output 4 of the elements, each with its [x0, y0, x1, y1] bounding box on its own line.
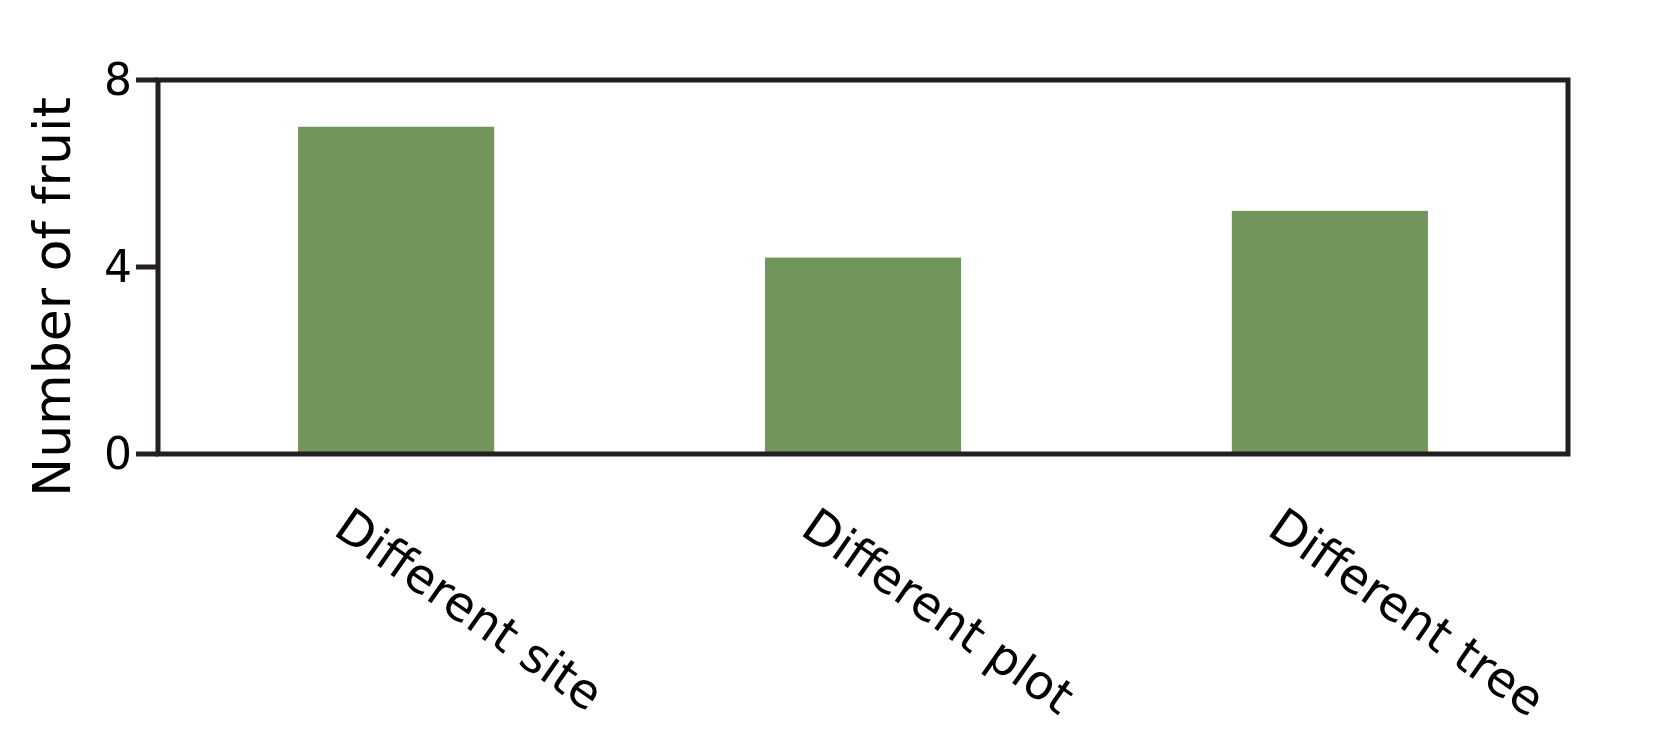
y-tick-label: 0 — [104, 428, 132, 480]
y-tick-label: 8 — [104, 54, 132, 106]
y-axis-title: Number of fruit — [22, 97, 82, 497]
y-tick-label: 4 — [104, 241, 132, 293]
